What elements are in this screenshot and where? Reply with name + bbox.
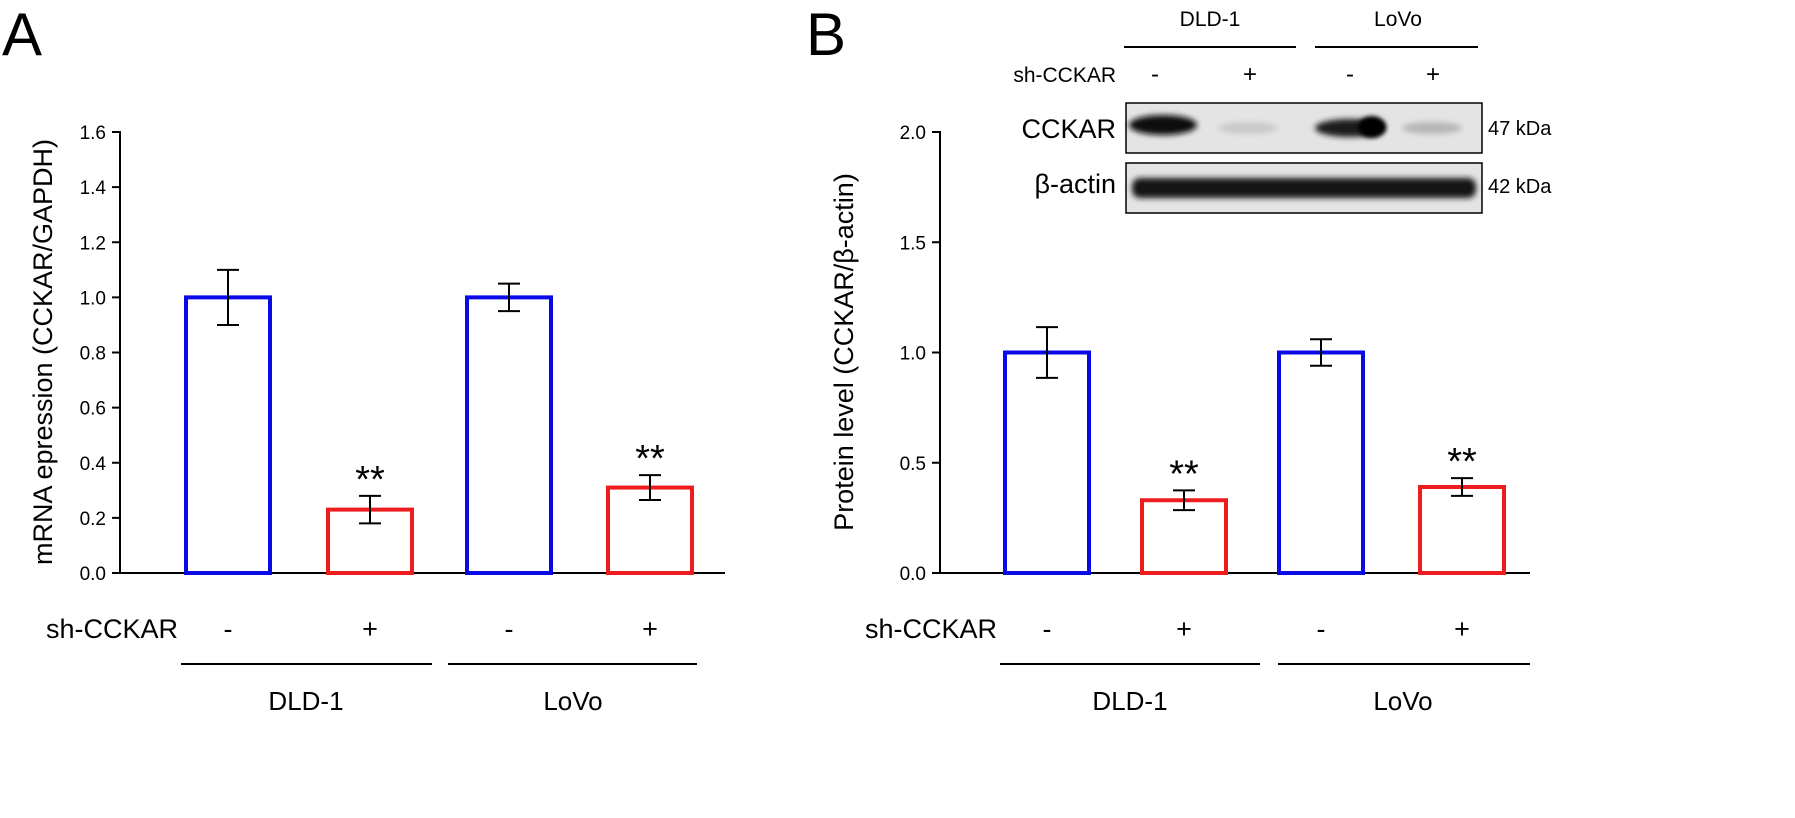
y-axis-label: Protein level (CCKAR/β-actin) xyxy=(829,173,859,531)
blot-lane-3: - xyxy=(1346,61,1354,88)
y-tick-label: 0.0 xyxy=(900,564,926,585)
western-blot-inset: DLD-1 LoVo sh-CCKAR - + - + CCKAR 47 kDa… xyxy=(1013,8,1552,214)
treatment-marker: + xyxy=(1176,614,1192,644)
error-bars xyxy=(1036,326,1473,512)
significance-label: ** xyxy=(1169,453,1199,495)
y-tick-label: 0.6 xyxy=(80,399,106,420)
y-tick-label: 0.0 xyxy=(80,564,106,585)
band-cckar-lane2 xyxy=(1218,122,1278,134)
y-tick-label: 1.5 xyxy=(900,233,926,254)
blot-treatment-label: sh-CCKAR xyxy=(1013,64,1116,87)
group-label: DLD-1 xyxy=(1092,686,1167,716)
y-tick-label: 1.2 xyxy=(80,233,106,254)
y-tick-label: 0.4 xyxy=(80,454,107,475)
blot-lane-2: + xyxy=(1243,61,1257,88)
bar-lovo-knockdown xyxy=(1418,485,1506,576)
treatment-marker: + xyxy=(1454,614,1470,644)
y-tick-label: 1.4 xyxy=(80,178,107,199)
axes xyxy=(112,131,725,574)
treatment-marker: - xyxy=(505,614,514,644)
panel-letter-b: B xyxy=(806,1,846,68)
blot-lane-4: + xyxy=(1426,61,1440,88)
blot-size-cckar: 47 kDa xyxy=(1488,118,1552,140)
group-labels: DLD-1 LoVo xyxy=(1000,663,1530,716)
panel-a: A mRNA epression (CCKAR/GAPDH) 0.0 0.2 0.4… xyxy=(2,1,725,716)
bar-lovo-control xyxy=(1277,350,1365,575)
y-tick-label: 1.0 xyxy=(80,288,106,309)
bar-dld-1-control xyxy=(184,295,272,575)
group-label: LoVo xyxy=(543,686,602,716)
bar-dld-1-control xyxy=(1003,350,1091,575)
group-labels: DLD-1 LoVo xyxy=(181,663,697,716)
panel-b: B Protein level (CCKAR/β-actin) 0.0 0.5 1.… xyxy=(806,1,1530,716)
blot-protein-actin: β-actin xyxy=(1034,169,1116,199)
treatment-marker: - xyxy=(224,614,233,644)
blot-size-actin: 42 kDa xyxy=(1488,176,1552,198)
y-tick-labels: 0.0 0.2 0.4 0.6 0.8 1.0 1.2 1.4 1.6 xyxy=(80,123,107,585)
treatment-markers: - + - + xyxy=(1043,614,1470,644)
treatment-label: sh-CCKAR xyxy=(46,614,178,644)
y-tick-label: 1.6 xyxy=(80,123,106,144)
bars xyxy=(184,295,694,576)
y-tick-label: 0.5 xyxy=(900,454,926,475)
group-label: LoVo xyxy=(1373,686,1432,716)
y-tick-label: 0.2 xyxy=(80,509,106,530)
bars xyxy=(1003,350,1506,576)
blot-lane-1: - xyxy=(1151,61,1159,88)
band-cckar-lane3-core xyxy=(1358,116,1386,138)
treatment-marker: - xyxy=(1043,614,1052,644)
y-tick-label: 1.0 xyxy=(900,344,926,365)
bar-lovo-control xyxy=(465,295,553,575)
treatment-marker: - xyxy=(1317,614,1326,644)
y-tick-label: 2.0 xyxy=(900,123,926,144)
treatment-marker: + xyxy=(642,614,658,644)
significance-label: ** xyxy=(355,459,385,501)
y-tick-labels: 0.0 0.5 1.0 1.5 2.0 xyxy=(900,123,926,585)
band-actin xyxy=(1132,178,1476,198)
treatment-markers: - + - + xyxy=(224,614,658,644)
blot-cell-line-dld1: DLD-1 xyxy=(1180,8,1241,31)
treatment-marker: + xyxy=(362,614,378,644)
band-cckar-lane1 xyxy=(1129,115,1197,135)
significance-labels: ** ** xyxy=(1169,441,1477,495)
blot-protein-cckar: CCKAR xyxy=(1021,114,1116,144)
y-tick-label: 0.8 xyxy=(80,344,106,365)
y-axis-label: mRNA epression (CCKAR/GAPDH) xyxy=(28,139,58,565)
group-label: DLD-1 xyxy=(268,686,343,716)
band-cckar-lane4 xyxy=(1402,122,1462,134)
error-bars xyxy=(217,268,661,525)
blot-cell-line-lovo: LoVo xyxy=(1374,8,1422,31)
significance-label: ** xyxy=(635,438,665,480)
significance-label: ** xyxy=(1447,441,1477,483)
treatment-label: sh-CCKAR xyxy=(865,614,997,644)
significance-labels: ** ** xyxy=(355,438,665,501)
panel-letter-a: A xyxy=(2,1,42,68)
